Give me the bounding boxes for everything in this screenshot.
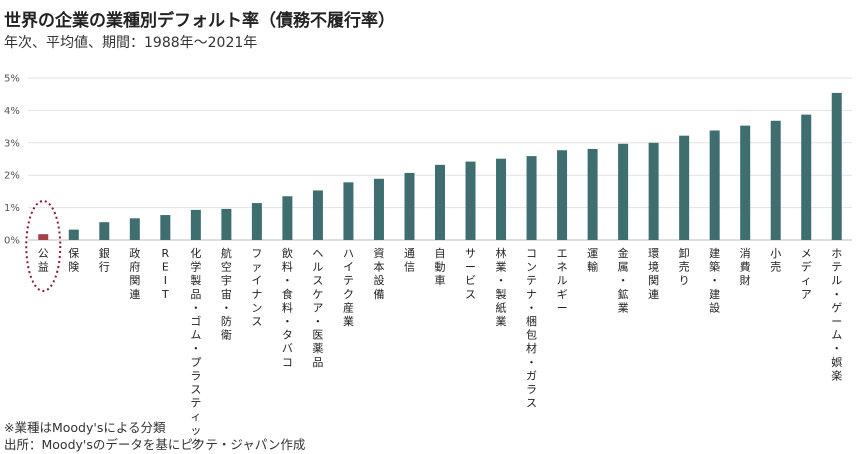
y-tick-label: 4% [4, 106, 20, 117]
y-tick-label: 2% [4, 171, 20, 182]
x-category-label: 通信 [404, 247, 415, 274]
x-category-label: 小売 [770, 247, 781, 274]
bar [618, 143, 629, 240]
bar [38, 234, 49, 240]
bar [587, 148, 598, 240]
bar [465, 161, 476, 240]
x-category-label: ファイナンス [251, 247, 262, 328]
bar [648, 142, 659, 240]
bar [251, 203, 262, 240]
chart-title: 世界の企業の業種別デフォルト率（債務不履行率） [4, 11, 395, 31]
note-source: 出所：Moody'sのデータを基にピクテ・ジャパン作成 [4, 437, 306, 452]
x-category-label: ヘルスケア・医薬品 [312, 247, 323, 369]
y-tick-label: 0% [4, 236, 20, 247]
x-category-label: 自動車 [435, 247, 446, 287]
bar [312, 190, 323, 240]
bar [404, 172, 415, 240]
bar [526, 156, 537, 240]
x-category-label: 環境関連 [648, 247, 659, 301]
x-category-label: エネルギー [557, 247, 568, 314]
bar [831, 92, 842, 241]
x-category-label: 飲料・食料・タバコ [282, 246, 293, 369]
bar [282, 196, 293, 240]
x-category-label: 公益 [38, 247, 49, 274]
x-category-label: 建築・建設 [709, 246, 720, 314]
x-category-label: コンテナ・梱包材・ガラス [526, 247, 537, 410]
bar [557, 150, 568, 240]
bar [679, 135, 690, 240]
x-category-label: 林業・製紙業 [496, 246, 507, 328]
y-tick-label: 5% [4, 74, 20, 85]
y-tick-label: 3% [4, 138, 20, 149]
x-category-label: 航空宇宙・防衛 [221, 246, 232, 342]
bar [709, 130, 720, 240]
bar [801, 114, 812, 240]
x-category-label: 卸売り [679, 246, 690, 287]
x-category-label: 化学製品・ゴム・プラスティック [190, 246, 201, 450]
x-category-label: ハイテク産業 [343, 247, 354, 328]
bar [373, 178, 384, 240]
bar [496, 158, 507, 240]
x-category-label: 運輸 [587, 247, 598, 274]
x-category-label: ホテル・ゲーム・娯楽 [831, 247, 842, 382]
bar [68, 229, 79, 240]
bar [343, 182, 354, 240]
x-category-label: 消費財 [740, 246, 751, 287]
x-category-label: 金属・鉱業 [618, 246, 629, 314]
bar [221, 208, 232, 240]
bar [190, 209, 201, 240]
x-category-label: 政府関連 [129, 246, 140, 301]
highlight-ellipse [25, 200, 62, 292]
x-category-label: 銀行 [99, 246, 110, 274]
x-category-label: サービス [465, 247, 476, 301]
bar [770, 120, 781, 240]
bar [435, 164, 445, 240]
bar [740, 125, 751, 240]
bar [160, 215, 171, 240]
bar [99, 222, 110, 240]
chart-subtitle: 年次、平均値、期間：1988年～2021年 [4, 35, 258, 51]
x-category-label: 保険 [68, 246, 79, 274]
bar [129, 218, 140, 240]
y-tick-label: 1% [4, 203, 20, 214]
note-classification: ※業種はMoody'sによる分類 [4, 420, 166, 435]
x-category-label: 資本設備 [373, 247, 384, 301]
x-category-label: メディア [801, 247, 812, 301]
